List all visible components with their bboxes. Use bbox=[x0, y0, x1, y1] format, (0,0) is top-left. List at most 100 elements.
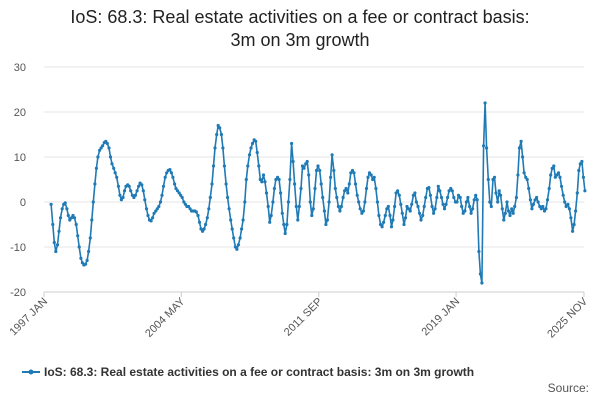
data-point bbox=[414, 200, 418, 204]
data-point bbox=[325, 218, 329, 222]
y-tick-label: 0 bbox=[20, 197, 26, 209]
data-point bbox=[555, 173, 559, 177]
data-point bbox=[536, 200, 540, 204]
data-point bbox=[581, 175, 586, 179]
data-point bbox=[230, 227, 234, 231]
source-label: Source: bbox=[548, 381, 589, 395]
data-point bbox=[85, 258, 89, 263]
data-point bbox=[71, 213, 75, 218]
data-point bbox=[508, 213, 512, 218]
data-point bbox=[296, 218, 300, 222]
data-point bbox=[566, 202, 570, 206]
data-point bbox=[360, 211, 364, 215]
data-point bbox=[88, 236, 92, 240]
data-point bbox=[545, 198, 550, 202]
data-point bbox=[402, 222, 406, 227]
data-point bbox=[556, 171, 561, 175]
data-point bbox=[405, 204, 409, 209]
data-point bbox=[222, 164, 226, 168]
data-point bbox=[411, 193, 415, 197]
data-point bbox=[583, 189, 587, 193]
data-point bbox=[137, 184, 141, 188]
data-point bbox=[369, 173, 373, 177]
data-point bbox=[336, 204, 340, 209]
data-point bbox=[350, 168, 355, 173]
data-point bbox=[266, 204, 270, 209]
data-point bbox=[516, 173, 520, 177]
data-point bbox=[416, 204, 420, 209]
data-point bbox=[377, 213, 381, 218]
data-point bbox=[421, 213, 425, 218]
data-point bbox=[110, 162, 114, 166]
data-point bbox=[471, 207, 475, 211]
data-point bbox=[54, 249, 58, 254]
series-layer bbox=[49, 101, 587, 285]
data-point bbox=[279, 191, 283, 195]
data-point bbox=[474, 193, 478, 197]
data-point bbox=[290, 141, 294, 146]
data-point bbox=[444, 202, 448, 206]
data-point bbox=[458, 195, 462, 200]
data-point bbox=[455, 200, 459, 204]
data-point bbox=[260, 180, 264, 184]
chart-title-line-1: IoS: 68.3: Real estate activities on a f… bbox=[70, 7, 529, 27]
data-point bbox=[339, 204, 343, 209]
data-point bbox=[113, 171, 117, 175]
data-point bbox=[379, 222, 383, 227]
data-point bbox=[571, 229, 575, 233]
data-point bbox=[152, 211, 156, 215]
data-point bbox=[149, 219, 153, 223]
data-point bbox=[269, 213, 273, 218]
data-point bbox=[158, 200, 163, 204]
data-point bbox=[433, 207, 437, 211]
data-point bbox=[502, 218, 506, 222]
data-point bbox=[94, 166, 98, 170]
legend-swatch-marker bbox=[28, 369, 34, 375]
data-point bbox=[521, 155, 525, 159]
data-point bbox=[236, 243, 240, 247]
data-point bbox=[436, 184, 440, 188]
data-point bbox=[196, 213, 200, 218]
data-point bbox=[155, 207, 159, 211]
data-point bbox=[510, 207, 514, 211]
data-point bbox=[391, 218, 395, 222]
y-tick-label: 10 bbox=[14, 152, 26, 164]
data-point bbox=[211, 164, 216, 168]
data-point bbox=[140, 183, 144, 187]
y-axis-ticks: 30 20 10 0 -10 -20 bbox=[10, 62, 26, 299]
data-point bbox=[577, 168, 581, 173]
data-point bbox=[161, 184, 166, 188]
data-point bbox=[233, 245, 237, 249]
data-point bbox=[575, 191, 579, 195]
data-point bbox=[450, 189, 454, 193]
data-point bbox=[353, 182, 358, 186]
data-point bbox=[288, 177, 292, 182]
data-point bbox=[169, 171, 173, 175]
data-point bbox=[332, 168, 336, 173]
data-point bbox=[549, 173, 553, 177]
data-point bbox=[441, 202, 445, 206]
data-point bbox=[57, 229, 61, 233]
data-point bbox=[133, 193, 137, 197]
data-point bbox=[364, 186, 369, 191]
data-point bbox=[358, 207, 362, 211]
data-point bbox=[324, 222, 328, 227]
data-point bbox=[563, 200, 567, 204]
data-point bbox=[464, 200, 468, 204]
data-point bbox=[408, 209, 412, 213]
data-point bbox=[396, 189, 400, 193]
data-point bbox=[304, 162, 308, 166]
data-point bbox=[213, 146, 217, 150]
data-point bbox=[254, 139, 258, 143]
data-point bbox=[243, 200, 247, 204]
data-point bbox=[168, 168, 172, 172]
data-point bbox=[160, 193, 164, 197]
data-point bbox=[492, 175, 497, 179]
data-point bbox=[422, 204, 426, 209]
data-point bbox=[204, 222, 208, 227]
x-tick-label: 2025 NOV bbox=[545, 295, 590, 340]
data-point bbox=[506, 209, 511, 213]
data-point bbox=[541, 204, 545, 209]
data-point bbox=[522, 171, 526, 175]
x-tick-label: 2019 JAN bbox=[420, 296, 463, 339]
